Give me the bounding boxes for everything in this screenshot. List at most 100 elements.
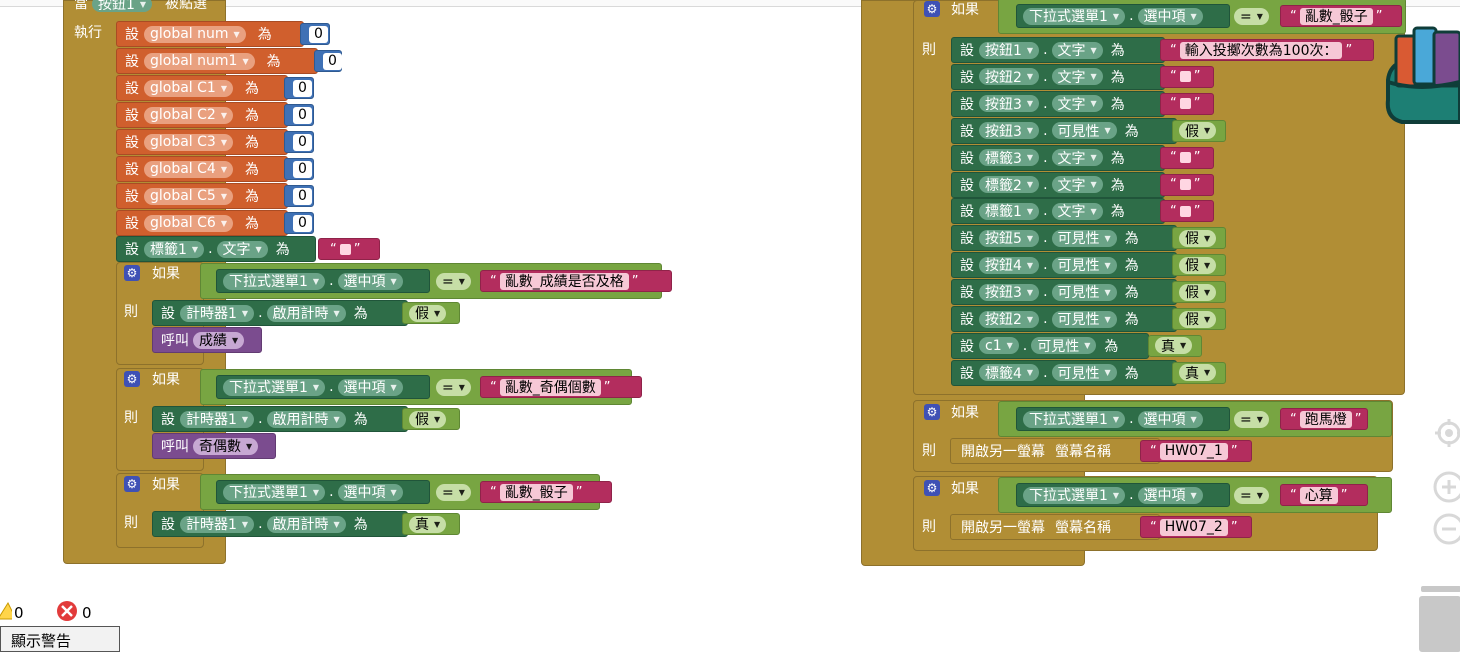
property-dropdown[interactable]: 可見性 ▼ — [1051, 364, 1117, 382]
boolean-block[interactable]: 真 ▼ — [402, 513, 460, 535]
dropdown-selection-getter[interactable]: 下拉式選單1 ▼. 選中項 ▼ — [1016, 483, 1230, 507]
component-dropdown[interactable]: 按鈕3 ▼ — [979, 122, 1040, 140]
operator-dropdown[interactable]: = ▼ — [436, 484, 471, 501]
set-property-block[interactable]: 設按鈕2 ▼. 文字 ▼ 為 — [951, 63, 1165, 90]
number-block[interactable]: 0 — [284, 104, 314, 126]
screen-text-block[interactable]: “HW07_2” — [1140, 516, 1252, 538]
number-field[interactable]: 0 — [293, 214, 312, 232]
empty-text-block[interactable]: “” — [1160, 146, 1214, 169]
number-field[interactable]: 0 — [293, 133, 312, 151]
component-dropdown[interactable]: 標籤3 ▼ — [979, 149, 1040, 167]
property-dropdown[interactable]: 文字 ▼ — [1051, 95, 1103, 113]
variable-dropdown[interactable]: global C5 ▼ — [144, 187, 233, 205]
dropdown-selection-getter[interactable]: 下拉式選單1 ▼. 選中項 ▼ — [1016, 4, 1230, 28]
component-dropdown[interactable]: 按鈕3 ▼ — [979, 283, 1040, 301]
property-dropdown[interactable]: 文字 ▼ — [216, 240, 268, 258]
set-timer-block[interactable]: 設計時器1 ▼. 啟用計時 ▼ 為 — [152, 511, 408, 537]
variable-dropdown[interactable]: global num ▼ — [144, 25, 246, 43]
component-dropdown[interactable]: 按鈕1 ▼ — [979, 41, 1040, 59]
trash-icon[interactable] — [1415, 582, 1460, 652]
gear-icon[interactable]: ⚙ — [924, 1, 940, 17]
boolean-block[interactable]: 假 ▼ — [1172, 227, 1226, 250]
variable-dropdown[interactable]: global C6 ▼ — [144, 214, 233, 232]
set-property-block[interactable]: 設按鈕4 ▼. 可見性 ▼ 為 — [951, 252, 1177, 279]
component-dropdown[interactable]: 下拉式選單1 ▼ — [1023, 410, 1126, 428]
recenter-icon[interactable] — [1434, 418, 1460, 448]
property-dropdown[interactable]: 選中項 ▼ — [337, 378, 403, 396]
boolean-dropdown[interactable]: 真 ▼ — [1179, 364, 1217, 382]
empty-text-field[interactable] — [1179, 205, 1191, 217]
boolean-block[interactable]: 假 ▼ — [1172, 308, 1226, 330]
empty-text-block[interactable]: “” — [1160, 173, 1214, 196]
operator-dropdown[interactable]: = ▼ — [1234, 411, 1269, 428]
set-property-block[interactable]: 設按鈕2 ▼. 可見性 ▼ 為 — [951, 306, 1177, 332]
text-block[interactable]: “跑馬燈” — [1280, 408, 1368, 430]
text-field[interactable]: 跑馬燈 — [1299, 410, 1352, 428]
component-dropdown[interactable]: 標籤2 ▼ — [979, 176, 1040, 194]
text-field[interactable]: 亂數_奇偶個數 — [499, 378, 601, 396]
variable-dropdown[interactable]: global C4 ▼ — [144, 160, 233, 178]
dropdown-selection-getter[interactable]: 下拉式選單1 ▼. 選中項 ▼ — [216, 269, 430, 293]
set-timer-block[interactable]: 設計時器1 ▼. 啟用計時 ▼ 為 — [152, 406, 408, 432]
zoom-in-icon[interactable] — [1432, 470, 1460, 504]
set-property-block[interactable]: 設按鈕3 ▼. 文字 ▼ 為 — [951, 90, 1165, 117]
set-global-block[interactable]: 設 global num1 ▼ 為 — [116, 48, 318, 74]
operator-dropdown[interactable]: = ▼ — [436, 273, 471, 290]
set-global-block[interactable]: 設 global C6 ▼ 為 — [116, 210, 288, 236]
property-dropdown[interactable]: 可見性 ▼ — [1051, 310, 1117, 328]
procedure-dropdown[interactable]: 奇偶數 ▼ — [193, 437, 259, 455]
number-block[interactable]: 0 — [284, 131, 314, 153]
component-dropdown[interactable]: 計時器1 ▼ — [180, 515, 255, 533]
text-block[interactable]: “心算” — [1280, 484, 1368, 506]
component-dropdown[interactable]: 按鈕2 ▼ — [979, 68, 1040, 86]
screen-text-block[interactable]: “HW07_1” — [1140, 440, 1252, 462]
number-block[interactable]: 0 — [284, 185, 314, 207]
empty-text-field[interactable] — [1179, 152, 1191, 164]
property-dropdown[interactable]: 啟用計時 ▼ — [266, 515, 346, 533]
boolean-block[interactable]: 真 ▼ — [1148, 334, 1202, 357]
empty-text-block[interactable]: “” — [318, 238, 380, 260]
number-field[interactable]: 0 — [293, 187, 312, 205]
number-field[interactable]: 0 — [309, 25, 328, 43]
boolean-dropdown[interactable]: 假 ▼ — [1179, 122, 1217, 140]
set-global-block[interactable]: 設 global num ▼ 為 — [116, 21, 304, 47]
property-dropdown[interactable]: 可見性 ▼ — [1051, 283, 1117, 301]
set-global-block[interactable]: 設 global C5 ▼ 為 — [116, 183, 288, 209]
dropdown-selection-getter[interactable]: 下拉式選單1 ▼. 選中項 ▼ — [216, 375, 430, 399]
text-block[interactable]: “輸入投擲次數為100次：” — [1160, 39, 1374, 61]
component-dropdown[interactable]: 計時器1 ▼ — [180, 304, 255, 322]
number-field[interactable]: 0 — [323, 52, 342, 70]
component-dropdown[interactable]: 下拉式選單1 ▼ — [1023, 486, 1126, 504]
number-block[interactable]: 0 — [300, 23, 330, 45]
boolean-dropdown[interactable]: 假 ▼ — [409, 410, 447, 428]
boolean-dropdown[interactable]: 假 ▼ — [409, 304, 447, 322]
variable-dropdown[interactable]: global C1 ▼ — [144, 79, 233, 97]
boolean-block[interactable]: 假 ▼ — [1172, 254, 1226, 277]
set-global-block[interactable]: 設 global C3 ▼ 為 — [116, 129, 288, 155]
zoom-out-icon[interactable] — [1432, 512, 1460, 546]
set-timer-block[interactable]: 設計時器1 ▼. 啟用計時 ▼ 為 — [152, 300, 408, 326]
set-property-block[interactable]: 設按鈕3 ▼. 可見性 ▼ 為 — [951, 117, 1177, 144]
set-property-block[interactable]: 設按鈕5 ▼. 可見性 ▼ 為 — [951, 225, 1177, 252]
number-block[interactable]: 0 — [284, 212, 314, 234]
component-dropdown[interactable]: 下拉式選單1 ▼ — [1023, 7, 1126, 25]
property-dropdown[interactable]: 可見性 ▼ — [1031, 337, 1097, 355]
text-block[interactable]: “亂數_骰子” — [1280, 5, 1402, 27]
set-property-block[interactable]: 設標籤3 ▼. 文字 ▼ 為 — [951, 144, 1165, 171]
set-property-block[interactable]: 設標籤2 ▼. 文字 ▼ 為 — [951, 171, 1165, 198]
property-dropdown[interactable]: 選中項 ▼ — [337, 272, 403, 290]
procedure-dropdown[interactable]: 成績 ▼ — [193, 331, 245, 349]
empty-text-field[interactable] — [1179, 98, 1191, 110]
boolean-block[interactable]: 真 ▼ — [1172, 361, 1226, 384]
text-block[interactable]: “亂數_成績是否及格” — [480, 270, 672, 292]
number-field[interactable]: 0 — [293, 106, 312, 124]
number-field[interactable]: 0 — [293, 160, 312, 178]
open-screen-block[interactable]: 開啟另一螢幕 螢幕名稱 — [950, 438, 1160, 464]
empty-text-field[interactable] — [1179, 179, 1191, 190]
operator-dropdown[interactable]: = ▼ — [1234, 487, 1269, 504]
empty-text-field[interactable] — [1179, 71, 1191, 83]
boolean-block[interactable]: 假 ▼ — [402, 302, 460, 324]
boolean-dropdown[interactable]: 真 ▼ — [1155, 337, 1193, 355]
text-field[interactable]: 心算 — [1299, 486, 1338, 504]
variable-dropdown[interactable]: global num1 ▼ — [144, 52, 255, 70]
